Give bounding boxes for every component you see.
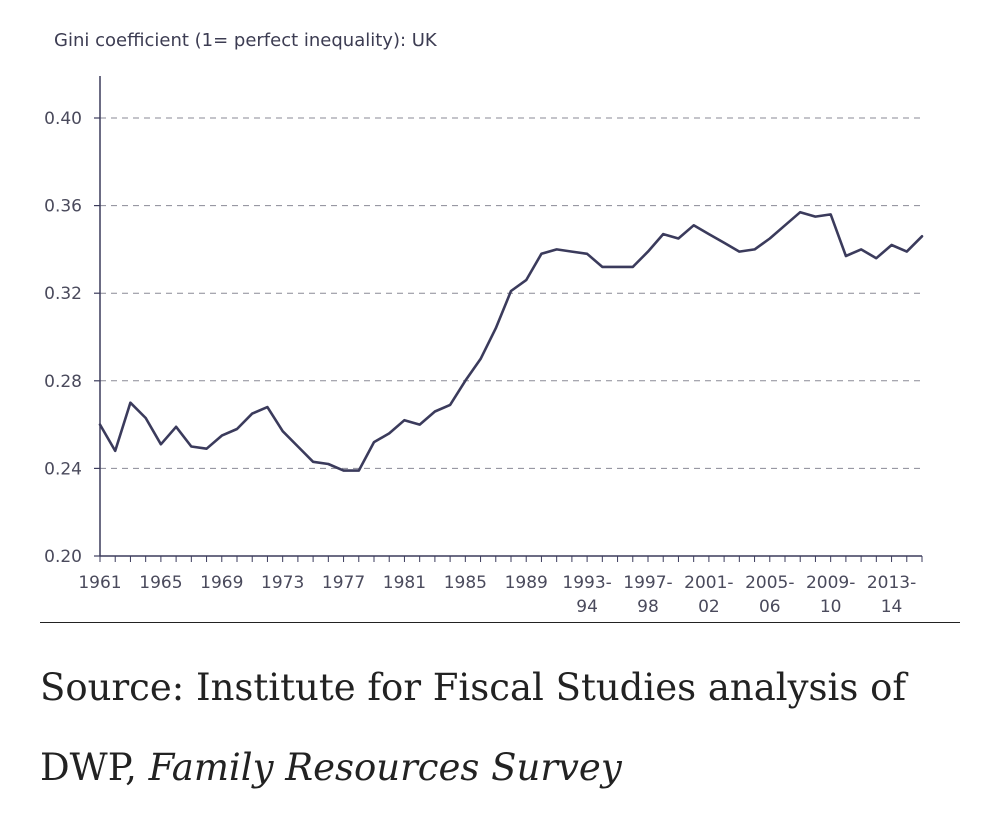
data-point xyxy=(813,215,817,219)
y-tick-label: 0.28 xyxy=(44,372,82,392)
data-point xyxy=(874,256,878,260)
data-point xyxy=(798,210,802,214)
data-point xyxy=(433,409,437,413)
data-point xyxy=(539,252,543,256)
data-point xyxy=(479,357,483,361)
x-tick-label: 2001- xyxy=(684,573,733,593)
data-point xyxy=(113,449,117,453)
data-point xyxy=(570,250,574,254)
x-tick-label: 1993- xyxy=(562,573,611,593)
data-point xyxy=(494,326,498,330)
gini-chart: Gini coefficient (1= perfect inequality)… xyxy=(44,30,924,617)
data-point xyxy=(418,423,422,427)
data-point xyxy=(281,429,285,433)
data-point xyxy=(342,469,346,473)
x-tick-label: 2009- xyxy=(806,573,855,593)
data-point xyxy=(402,418,406,422)
data-point xyxy=(357,469,361,473)
data-point xyxy=(524,278,528,282)
data-point xyxy=(250,412,254,416)
x-tick-label: 1961 xyxy=(78,573,121,593)
data-point xyxy=(692,223,696,227)
x-tick-label-line2: 94 xyxy=(576,597,598,617)
data-point xyxy=(128,401,132,405)
data-point xyxy=(326,462,330,466)
data-point xyxy=(296,445,300,449)
data-point xyxy=(631,265,635,269)
data-point xyxy=(144,416,148,420)
x-tick-label: 1977 xyxy=(322,573,365,593)
data-point xyxy=(661,232,665,236)
data-point xyxy=(905,250,909,254)
gini-series-line xyxy=(98,210,924,472)
data-point xyxy=(585,252,589,256)
x-tick-label: 1973 xyxy=(261,573,304,593)
data-point xyxy=(768,236,772,240)
x-tick-label: 1965 xyxy=(139,573,182,593)
x-tick-label-line2: 14 xyxy=(881,597,903,617)
data-point xyxy=(174,425,178,429)
data-point xyxy=(98,423,102,427)
data-point xyxy=(387,431,391,435)
data-point xyxy=(859,247,863,251)
x-tick-label: 2013- xyxy=(867,573,916,593)
x-tick-label: 1981 xyxy=(383,573,426,593)
x-tick-labels: 1961 1965 1969 1973 1977 1981 1985 1989 1993- 94 1… xyxy=(78,573,916,617)
data-point xyxy=(890,243,894,247)
x-tick-label-line2: 98 xyxy=(637,597,659,617)
x-tick-label-line2: 02 xyxy=(698,597,720,617)
data-point xyxy=(676,236,680,240)
data-point xyxy=(737,250,741,254)
data-point xyxy=(463,379,467,383)
y-tick-label: 0.20 xyxy=(44,547,82,567)
data-point xyxy=(600,265,604,269)
data-point xyxy=(372,440,376,444)
source-prefix: DWP, xyxy=(40,746,149,789)
data-point xyxy=(783,223,787,227)
data-point xyxy=(220,434,224,438)
data-point xyxy=(235,427,239,431)
data-point xyxy=(555,247,559,251)
x-tick-label-line2: 10 xyxy=(820,597,842,617)
source-line-1: Source: Institute for Fiscal Studies ana… xyxy=(40,666,907,709)
y-tick-labels: 0.20 0.24 0.28 0.32 0.36 0.40 xyxy=(44,109,82,567)
y-tick-label: 0.40 xyxy=(44,109,82,129)
data-point xyxy=(509,289,513,293)
divider-rule xyxy=(40,622,960,623)
data-point xyxy=(205,447,209,451)
data-point xyxy=(311,460,315,464)
data-point xyxy=(707,232,711,236)
data-point xyxy=(616,265,620,269)
x-tick-label: 2005- xyxy=(745,573,794,593)
x-tick-label-line2: 06 xyxy=(759,597,781,617)
data-point xyxy=(159,442,163,446)
data-point xyxy=(753,247,757,251)
data-point xyxy=(829,212,833,216)
data-point xyxy=(722,241,726,245)
series-layer xyxy=(98,210,924,472)
data-point xyxy=(448,403,452,407)
x-tick-label: 1989 xyxy=(505,573,548,593)
x-tick-label: 1985 xyxy=(444,573,487,593)
axes xyxy=(94,76,923,562)
data-point xyxy=(189,445,193,449)
x-tick-label: 1969 xyxy=(200,573,243,593)
data-point xyxy=(920,234,924,238)
x-tick-label: 1997- xyxy=(623,573,672,593)
data-point xyxy=(844,254,848,258)
y-tick-label: 0.32 xyxy=(44,284,82,304)
source-survey-name: Family Resources Survey xyxy=(148,746,622,789)
y-tick-label: 0.24 xyxy=(44,459,82,479)
chart-title: Gini coefficient (1= perfect inequality)… xyxy=(54,30,438,51)
source-line-2: DWP, Family Resources Survey xyxy=(40,746,970,789)
data-point xyxy=(646,250,650,254)
data-point xyxy=(265,405,269,409)
y-tick-label: 0.36 xyxy=(44,197,82,217)
